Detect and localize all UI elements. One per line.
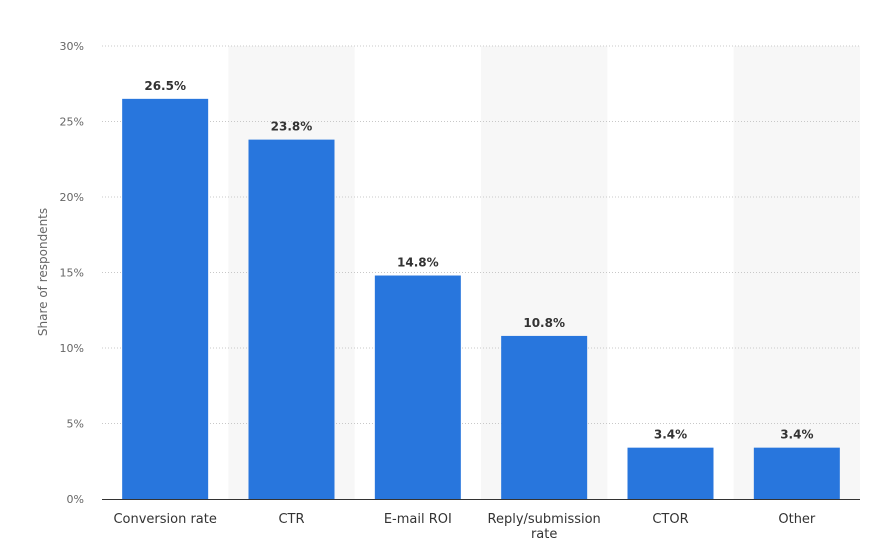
y-tick-label: 20%: [60, 191, 84, 204]
y-axis-title: Share of respondents: [36, 208, 50, 336]
y-tick-label: 0%: [67, 493, 84, 506]
data-labels: 26.5% 23.8% 14.8% 10.8% 3.4% 3.4%: [144, 79, 813, 442]
bars: [122, 98, 840, 499]
bar[interactable]: [753, 447, 840, 499]
y-tick-label: 30%: [60, 40, 84, 53]
x-category-label: CTOR: [652, 512, 688, 527]
x-category-label: Conversion rate: [113, 512, 216, 527]
category-band: [733, 46, 860, 499]
bar[interactable]: [627, 447, 714, 499]
x-category-label: Other: [778, 512, 816, 527]
data-label: 26.5%: [144, 79, 186, 93]
x-category-label: Reply/submission: [488, 512, 601, 527]
bar[interactable]: [501, 335, 588, 499]
data-label: 14.8%: [397, 256, 439, 270]
y-tick-labels: 0% 5% 10% 15% 20% 25% 30%: [60, 40, 84, 506]
x-category-label: rate: [531, 527, 557, 542]
x-category-labels: Conversion rate CTR E-mail ROI Reply/submis…: [113, 512, 815, 542]
data-label: 23.8%: [271, 120, 313, 134]
y-tick-label: 15%: [60, 267, 84, 280]
data-label: 10.8%: [523, 316, 565, 330]
x-category-label: CTR: [278, 512, 304, 527]
bar[interactable]: [122, 98, 209, 499]
y-tick-label: 25%: [60, 116, 84, 129]
y-tick-label: 10%: [60, 342, 84, 355]
gridlines: [102, 45, 860, 424]
y-tick-label: 5%: [67, 418, 84, 431]
x-category-label: E-mail ROI: [384, 512, 452, 527]
data-label: 3.4%: [654, 428, 687, 442]
data-label: 3.4%: [780, 428, 813, 442]
bar[interactable]: [374, 275, 461, 499]
bar[interactable]: [248, 139, 335, 499]
